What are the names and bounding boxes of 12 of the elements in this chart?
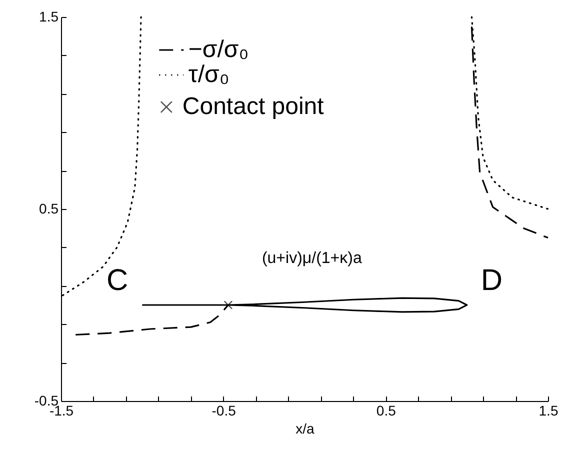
x-axis-title: x/a: [296, 420, 315, 436]
y-tick-label: 0.5: [39, 200, 59, 216]
x-tick-label: 0.5: [376, 402, 396, 418]
annotation: (u+iv)μ/(1+κ)a: [262, 250, 362, 268]
x-tick-label: 1.5: [538, 402, 558, 418]
annotation: C: [106, 264, 128, 297]
legend-label: −σ/σ₀: [188, 36, 249, 63]
legend-label: τ/σ₀: [188, 61, 230, 88]
annotation: D: [480, 264, 503, 297]
legend-label: Contact point: [182, 93, 324, 120]
x-tick-label: -0.5: [212, 402, 236, 418]
y-tick-label: 1.5: [39, 8, 59, 24]
